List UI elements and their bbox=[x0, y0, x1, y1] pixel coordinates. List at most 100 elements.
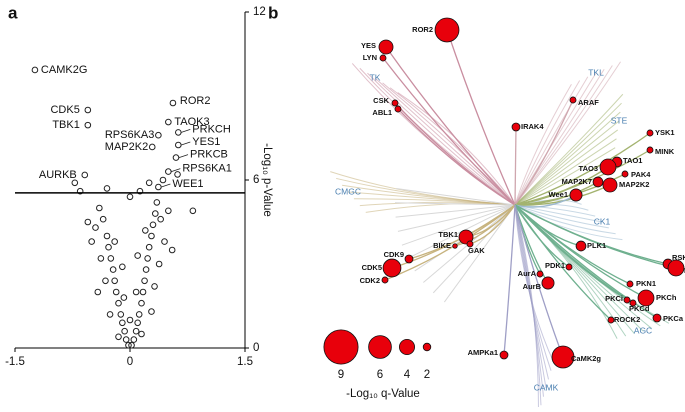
point bbox=[107, 255, 115, 262]
node-branch bbox=[514, 166, 609, 206]
point bbox=[168, 246, 176, 254]
kinase-label: CaMK2g bbox=[571, 354, 601, 363]
node-branch bbox=[514, 204, 677, 269]
point-label: CAMK2G bbox=[41, 64, 87, 76]
kinase-node bbox=[646, 146, 654, 154]
kinase-label: IRAK4 bbox=[521, 122, 544, 131]
node-branch bbox=[391, 204, 516, 269]
point bbox=[117, 311, 125, 318]
point bbox=[76, 187, 84, 195]
kinase-label: CDK5 bbox=[362, 263, 382, 272]
y-axis-title: -Log₁₀ p-Value bbox=[261, 143, 273, 217]
tree-branch bbox=[514, 76, 589, 206]
point bbox=[136, 187, 144, 195]
kinase-node bbox=[551, 345, 575, 369]
leader-line bbox=[161, 183, 171, 188]
group-label: TKL bbox=[588, 67, 604, 77]
point bbox=[145, 243, 153, 251]
point bbox=[132, 288, 140, 296]
kinase-node bbox=[394, 105, 402, 113]
kinase-node bbox=[466, 240, 474, 248]
labeled-point bbox=[169, 99, 177, 107]
tree-branch bbox=[395, 204, 516, 218]
point bbox=[97, 255, 105, 262]
kinase-label: PKN1 bbox=[636, 279, 656, 288]
group-label: STE bbox=[611, 115, 628, 125]
kinase-label: PKCa bbox=[663, 314, 684, 323]
labeled-point bbox=[31, 66, 39, 74]
node-branch bbox=[454, 204, 516, 247]
point bbox=[157, 215, 164, 223]
point bbox=[119, 263, 126, 271]
point-label: RPS6KA3 bbox=[105, 129, 155, 141]
point bbox=[134, 252, 141, 259]
y-tick-label: 0 bbox=[253, 342, 259, 354]
node-branch bbox=[514, 204, 564, 358]
kinase-label: RSK3 bbox=[672, 253, 685, 262]
point bbox=[149, 221, 157, 229]
legend-title: -Log₁₀ q-Value bbox=[346, 388, 420, 400]
tree-branch bbox=[432, 204, 516, 294]
point bbox=[165, 207, 172, 215]
kinase-label: PDK1 bbox=[545, 261, 565, 270]
node-branch bbox=[514, 99, 574, 206]
kinase-node bbox=[637, 289, 655, 307]
point bbox=[121, 327, 128, 335]
tree-branch bbox=[351, 63, 516, 206]
kinase-label: MAP2K7 bbox=[562, 177, 592, 186]
tree-branch bbox=[367, 72, 516, 206]
node-branch bbox=[446, 29, 516, 206]
tree-branch bbox=[514, 93, 624, 206]
point bbox=[174, 171, 181, 178]
node-branch bbox=[514, 204, 647, 299]
point bbox=[71, 179, 79, 187]
point bbox=[96, 204, 103, 212]
node-branch bbox=[385, 46, 516, 206]
kinase-label: MINK bbox=[655, 147, 675, 156]
y-tick-label: 12 bbox=[253, 6, 266, 18]
point-label: ROR2 bbox=[180, 95, 211, 107]
tree-branch bbox=[443, 204, 516, 303]
point bbox=[144, 255, 151, 262]
group-label: TK bbox=[370, 72, 381, 82]
kinase-node bbox=[379, 54, 387, 62]
point bbox=[139, 288, 147, 296]
leader-line bbox=[181, 141, 191, 146]
leader-line bbox=[171, 168, 181, 172]
kinase-node bbox=[599, 158, 617, 176]
tree-branch bbox=[514, 65, 613, 206]
kinase-node bbox=[452, 243, 458, 249]
kinase-label: AurA bbox=[518, 269, 537, 278]
labeled-point bbox=[84, 121, 92, 129]
kinase-node bbox=[623, 296, 631, 304]
kinase-node bbox=[602, 177, 618, 193]
point bbox=[115, 299, 122, 307]
point bbox=[126, 193, 134, 201]
point bbox=[88, 238, 95, 245]
kinase-node bbox=[378, 39, 394, 55]
tree-branch bbox=[359, 67, 516, 206]
kinase-node bbox=[391, 99, 399, 107]
legend-value: 6 bbox=[377, 369, 383, 381]
kinase-node bbox=[652, 313, 662, 323]
point bbox=[99, 215, 107, 223]
point bbox=[135, 311, 143, 318]
kinase-node bbox=[499, 350, 509, 360]
group-label: CAMK bbox=[534, 382, 559, 392]
point bbox=[125, 341, 132, 349]
kinase-label: CDK2 bbox=[360, 276, 380, 285]
kinase-node bbox=[404, 254, 414, 264]
y-tick-label: 6 bbox=[253, 174, 259, 186]
point bbox=[111, 277, 118, 285]
point-label: AURKB bbox=[39, 169, 77, 181]
point bbox=[153, 199, 161, 206]
kinase-label: YSK1 bbox=[655, 128, 675, 137]
point-label: CDK5 bbox=[50, 104, 79, 116]
tree-branch bbox=[514, 120, 620, 206]
legend-bubble bbox=[323, 329, 359, 365]
point bbox=[126, 316, 134, 324]
node-branch bbox=[384, 204, 516, 281]
point bbox=[84, 218, 92, 226]
panel-label: b bbox=[268, 3, 278, 22]
